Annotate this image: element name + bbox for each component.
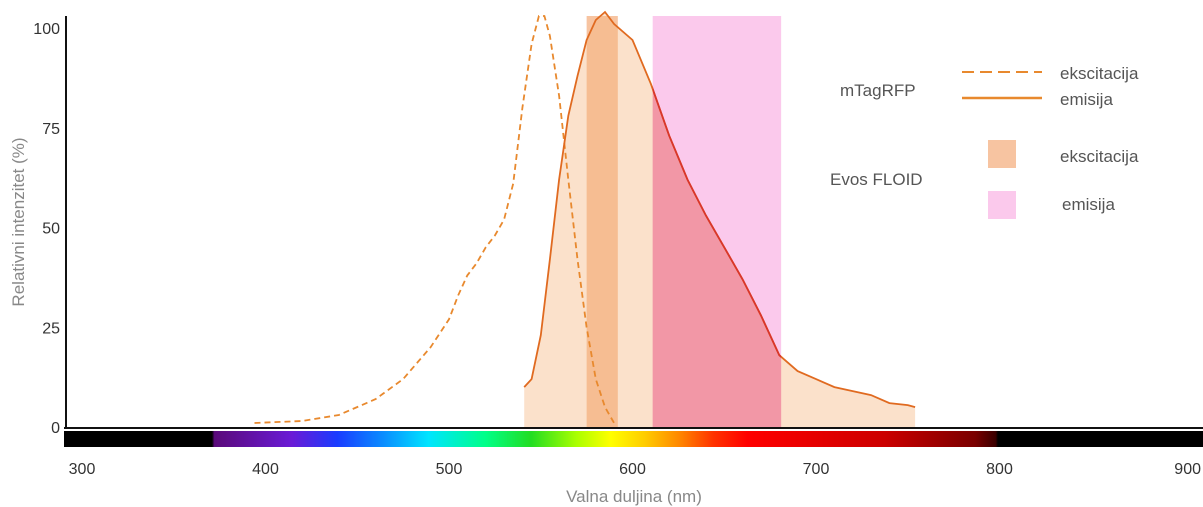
x-tick-label: 700 <box>803 461 830 478</box>
x-tick-label: 900 <box>1174 461 1201 478</box>
legend-swatch-evos-emission <box>988 191 1016 219</box>
y-tick-label: 100 <box>33 21 60 38</box>
legend-group-evos-floid: Evos FLOID <box>830 170 923 189</box>
y-tick-label: 50 <box>42 221 60 238</box>
legend-swatch-evos-excitation <box>988 140 1016 168</box>
y-tick-label: 25 <box>42 320 60 337</box>
x-tick-labels: 300 400 500 600 700 800 900 <box>69 461 1201 478</box>
x-axis-label: Valna duljina (nm) <box>566 487 702 506</box>
emission-curve-in-band <box>652 86 782 358</box>
x-tick-label: 600 <box>619 461 646 478</box>
excitation-curve <box>254 15 615 424</box>
x-tick-label: 300 <box>69 461 96 478</box>
y-axis-label: Relativni intenzitet (%) <box>9 137 28 306</box>
legend-label-evos-emission: emisija <box>1062 195 1115 214</box>
legend: mTagRFP ekscitacija emisija Evos FLOID e… <box>830 64 1139 219</box>
x-tick-label: 400 <box>252 461 279 478</box>
legend-label-evos-excitation: ekscitacija <box>1060 147 1139 166</box>
legend-label-excitation: ekscitacija <box>1060 64 1139 83</box>
emission-area-fill <box>524 12 916 427</box>
evos-excitation-band <box>586 16 618 427</box>
x-tick-label: 800 <box>986 461 1013 478</box>
y-tick-label: 0 <box>51 420 60 437</box>
legend-label-emission: emisija <box>1060 90 1113 109</box>
y-tick-labels: 0 25 50 75 100 <box>33 21 60 437</box>
legend-group-mtagrfp: mTagRFP <box>840 81 916 100</box>
y-tick-label: 75 <box>42 121 60 138</box>
visible-spectrum-bar <box>64 431 1203 447</box>
x-tick-label: 500 <box>436 461 463 478</box>
